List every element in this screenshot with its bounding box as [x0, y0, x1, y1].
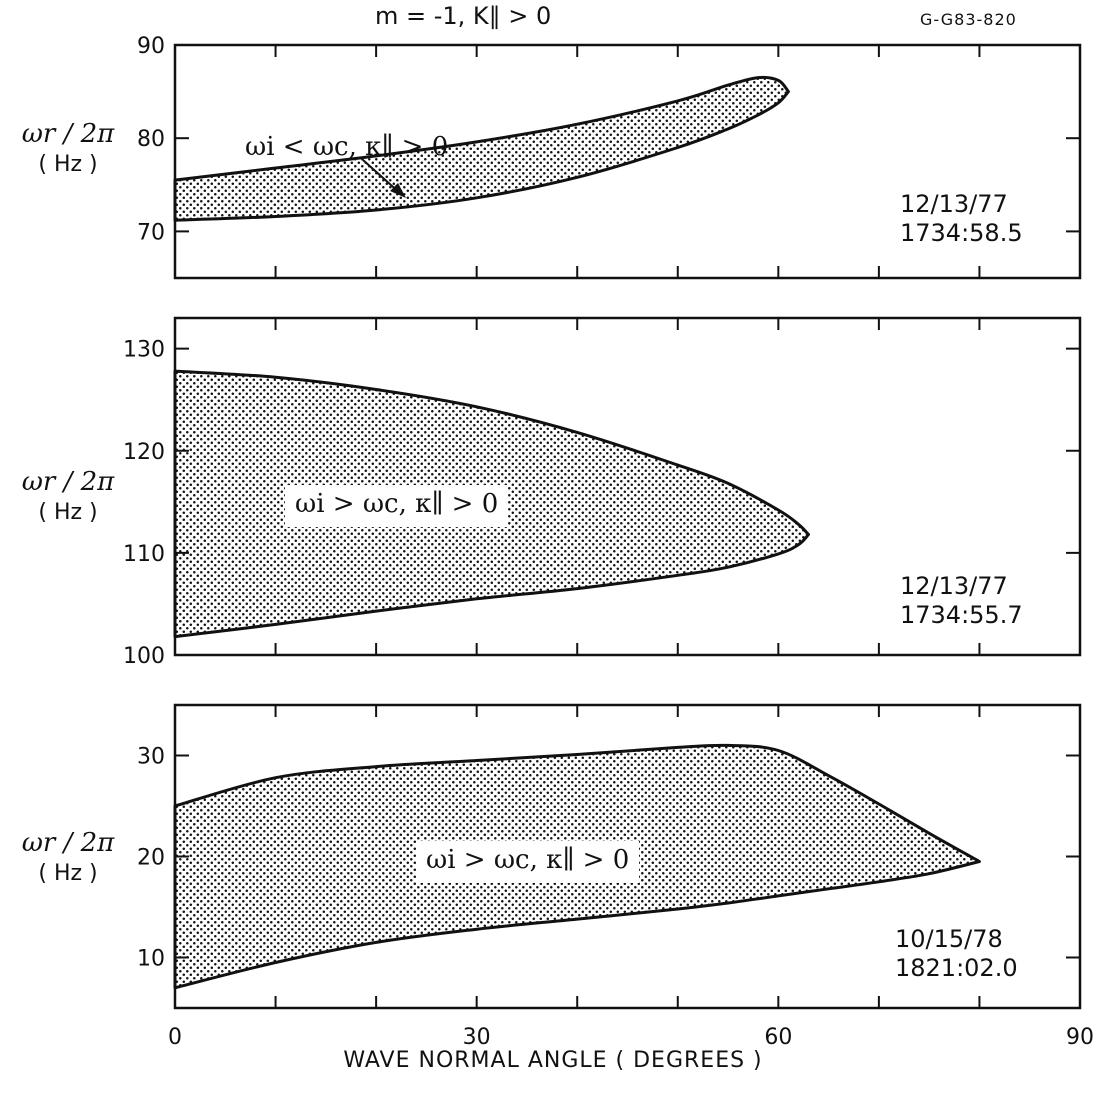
annotation-top: ωi < ωc, κ∥ > 0	[245, 132, 449, 162]
x-axis-label: WAVE NORMAL ANGLE ( DEGREES )	[343, 1048, 763, 1073]
y-tick-label-middle: 130	[123, 338, 165, 363]
y-tick-label-bottom: 10	[137, 947, 165, 972]
chart-title-text: m = -1, K∥ > 0	[375, 2, 552, 30]
annotation-bottom: ωi > ωc, κ∥ > 0	[416, 841, 640, 883]
chart-title: m = -1, K∥ > 0	[375, 2, 551, 30]
frame-middle	[173, 316, 1082, 657]
panel-top: 70 80 90	[137, 34, 1082, 280]
frame-top	[173, 43, 1082, 280]
y-axis-unit-middle: ( Hz )	[38, 499, 98, 525]
y-axis-label-middle-text: ωr / 2π	[21, 467, 115, 497]
y-axis-label-top: ωr / 2π ( Hz )	[8, 118, 128, 178]
timestamp-middle: 12/13/77 1734:55.7	[900, 572, 1023, 630]
y-tick-label-middle: 100	[123, 644, 165, 669]
timestamp-top-time: 1734:58.5	[900, 218, 1023, 247]
y-axis-label-bottom-text: ωr / 2π	[21, 828, 115, 858]
x-tick-label: 90	[1066, 1025, 1094, 1050]
annotation-middle: ωi > ωc, κ∥ > 0	[285, 485, 509, 527]
y-axis-label-bottom: ωr / 2π ( Hz )	[8, 827, 128, 887]
timestamp-bottom-date: 10/15/78	[895, 925, 1003, 953]
timestamp-middle-time: 1734:55.7	[900, 600, 1023, 629]
timestamp-bottom: 10/15/78 1821:02.0	[895, 925, 1018, 983]
annotation-arrow-head	[390, 183, 406, 198]
y-tick-label-top: 70	[137, 220, 165, 245]
x-tick-label: 30	[463, 1025, 491, 1050]
y-axis-label-middle: ωr / 2π ( Hz )	[8, 466, 128, 526]
y-tick-label-bottom: 20	[137, 846, 165, 871]
y-axis-unit-top: ( Hz )	[38, 151, 98, 177]
timestamp-middle-date: 12/13/77	[900, 572, 1008, 600]
figure-id: G-G83-820	[920, 10, 1017, 29]
y-tick-label-top: 90	[137, 34, 165, 59]
y-axis-unit-bottom: ( Hz )	[38, 860, 98, 886]
y-tick-label-bottom: 30	[137, 745, 165, 770]
x-tick-label: 0	[168, 1025, 182, 1050]
x-tick-label: 60	[764, 1025, 792, 1050]
y-axis-label-top-text: ωr / 2π	[21, 119, 115, 149]
region-top	[173, 75, 790, 222]
y-tick-label-middle: 110	[123, 542, 165, 567]
timestamp-bottom-time: 1821:02.0	[895, 953, 1018, 982]
timestamp-top: 12/13/77 1734:58.5	[900, 190, 1023, 248]
y-tick-label-top: 80	[137, 127, 165, 152]
timestamp-top-date: 12/13/77	[900, 190, 1008, 218]
y-tick-label-middle: 120	[123, 440, 165, 465]
